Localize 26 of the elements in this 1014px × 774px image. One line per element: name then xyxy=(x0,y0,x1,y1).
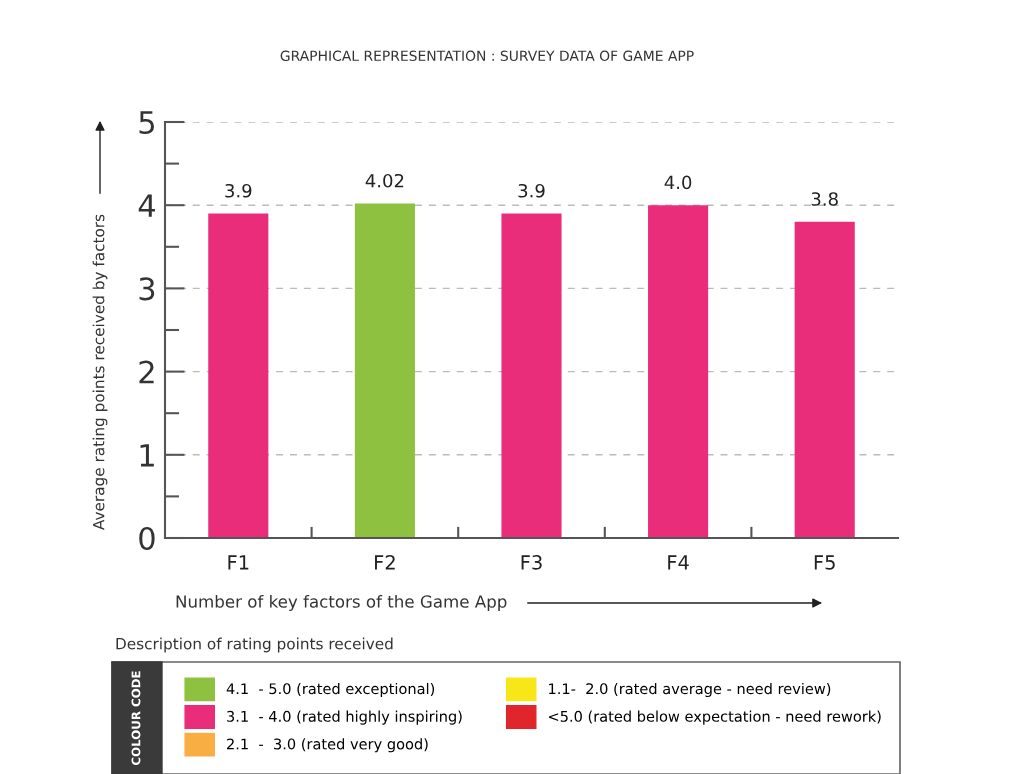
x-tick-label: F2 xyxy=(375,555,395,570)
legend-label: 1.1- 2.0 (rated average - need review) xyxy=(549,682,831,698)
y-tick-label: 4 xyxy=(138,194,155,217)
data-label: 3.9 xyxy=(225,183,252,198)
legend-title: Description of rating points received xyxy=(116,637,393,653)
x-tick-label: F3 xyxy=(521,555,542,570)
y-tick-label: 0 xyxy=(139,526,155,551)
legend-label: <5.0 (rated below expectation - need rework) xyxy=(549,710,881,725)
data-label: 4.0 xyxy=(664,175,692,190)
data-label: 3.9 xyxy=(518,183,545,198)
legend-label: 2.1 - 3.0 (rated very good) xyxy=(227,738,428,753)
data-label: 3.8 xyxy=(811,192,838,206)
chart-title: GRAPHICAL REPRESENTATION : SURVEY DATA OF GAME APP xyxy=(280,50,694,62)
y-axis-title: Average rating points received by factors xyxy=(92,214,108,530)
x-tick-label: F5 xyxy=(814,555,835,570)
y-tick-label: 1 xyxy=(140,444,154,467)
legend-label: 4.1 - 5.0 (rated exceptional) xyxy=(226,682,435,698)
y-tick-label: 5 xyxy=(139,111,154,135)
x-axis-title: Number of key factors of the Game App xyxy=(176,594,507,612)
x-tick-label: F1 xyxy=(228,555,249,570)
x-tick-label: F4 xyxy=(668,555,689,570)
text: COLOUR CODE xyxy=(131,671,141,765)
y-tick-label: 3 xyxy=(139,277,155,301)
data-label: 4.02 xyxy=(365,173,404,188)
legend-label: 3.1 - 4.0 (rated highly inspiring) xyxy=(227,710,462,725)
y-tick-label: 2 xyxy=(139,360,154,384)
